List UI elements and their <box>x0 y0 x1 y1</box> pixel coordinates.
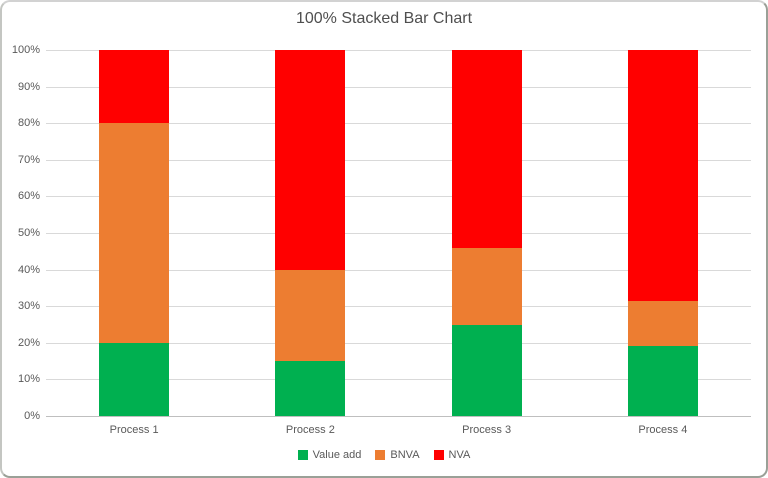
bar-segment-value-add <box>451 324 522 416</box>
x-tick-label: Process 3 <box>462 424 512 436</box>
gridline <box>46 159 751 161</box>
chart-title: 100% Stacked Bar Chart <box>295 10 473 27</box>
y-tick-label: 90% <box>17 80 40 93</box>
bar-process-4 <box>627 50 698 416</box>
bar-segment-bnva <box>99 123 170 343</box>
legend-label: Value add <box>312 449 362 461</box>
plot-area <box>46 50 751 417</box>
y-tick-label: 50% <box>17 227 40 239</box>
x-axis: Process 1 Process 2 Process 3 Process 4 <box>46 424 751 440</box>
y-tick-label: 30% <box>17 300 40 313</box>
y-tick-label: 100% <box>11 44 40 56</box>
bar-segment-nva <box>275 50 346 270</box>
legend-marker-bnva <box>375 450 386 460</box>
legend-item-nva: NVA <box>433 449 471 461</box>
gridline <box>46 233 751 234</box>
legend-marker-nva <box>433 450 444 460</box>
y-tick-label: 60% <box>17 190 40 203</box>
bar-segment-bnva <box>451 247 522 325</box>
legend-item-value-add: Value add <box>297 449 362 461</box>
gridline <box>46 306 751 308</box>
y-tick-label: 80% <box>17 117 40 130</box>
y-tick-label: 0% <box>24 410 40 422</box>
y-tick-label: 10% <box>17 373 40 386</box>
y-tick-label: 20% <box>17 336 40 349</box>
bar-segment-value-add <box>275 361 346 416</box>
bar-segment-bnva <box>627 300 698 347</box>
gridline <box>46 379 751 381</box>
bar-segment-value-add <box>99 342 170 416</box>
legend: Value add BNVA NVA <box>2 449 766 461</box>
gridline <box>46 123 751 125</box>
bar-segment-value-add <box>627 346 698 416</box>
legend-marker-value-add <box>297 450 308 460</box>
bar-segment-bnva <box>275 269 346 362</box>
y-tick-label: 40% <box>17 263 40 276</box>
legend-item-bnva: BNVA <box>375 449 420 461</box>
legend-label: NVA <box>448 449 471 461</box>
y-tick-label: 70% <box>17 153 40 166</box>
bar-segment-nva <box>451 50 522 248</box>
x-tick-label: Process 1 <box>109 424 159 436</box>
x-tick-label: Process 4 <box>638 424 688 436</box>
bar-segment-nva <box>627 50 698 301</box>
gridline <box>46 50 751 51</box>
bar-segment-nva <box>99 50 170 124</box>
x-tick-label: Process 2 <box>285 424 335 436</box>
bar-process-3 <box>451 50 522 416</box>
y-axis: 0% 10% 20% 30% 40% 50% 60% 70% 80% 90% 100% <box>2 44 40 422</box>
gridline <box>46 269 751 271</box>
bar-process-2 <box>275 50 346 416</box>
legend-label: BNVA <box>390 449 420 461</box>
gridline <box>46 342 751 344</box>
bar-process-1 <box>99 50 170 416</box>
gridline <box>46 196 751 198</box>
gridline <box>46 86 751 88</box>
